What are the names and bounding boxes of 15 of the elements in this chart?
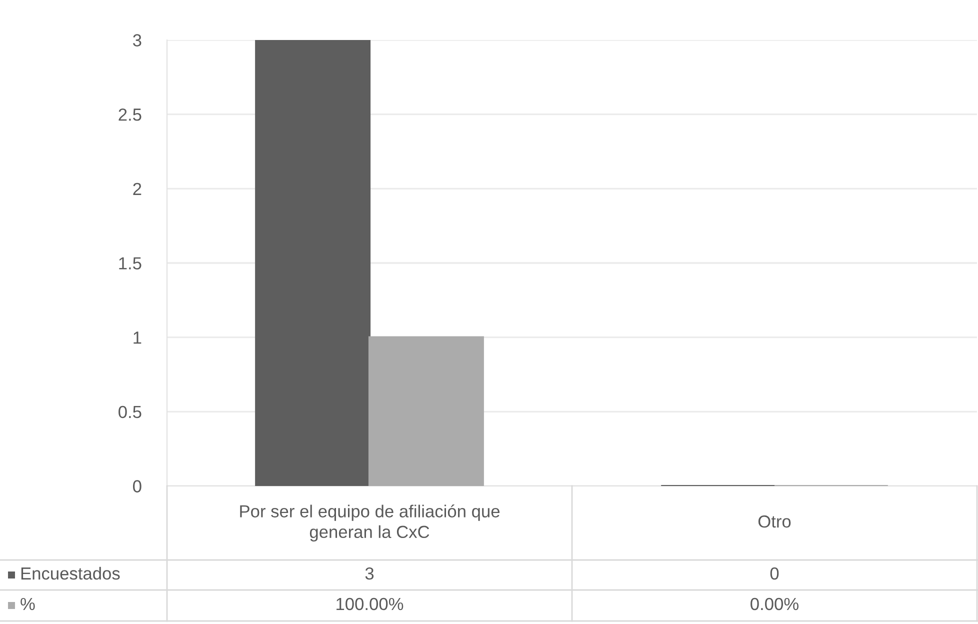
y-tick-label: 3 bbox=[133, 34, 142, 46]
y-tick-label: 0.5 bbox=[118, 406, 142, 418]
x-tick-label: Otro bbox=[758, 515, 791, 528]
legend-label: % bbox=[20, 598, 35, 610]
y-tick-label: 2 bbox=[133, 182, 142, 195]
data-label: 0 bbox=[770, 567, 779, 580]
y-tick-label: 2.5 bbox=[118, 108, 142, 121]
legend-label: Encuestados bbox=[21, 566, 120, 580]
y-tick-label: 1 bbox=[134, 332, 142, 344]
data-label: 100.00% bbox=[336, 598, 404, 610]
y-tick-label: 1.5 bbox=[119, 257, 142, 270]
x-tick-label: Por ser el equipo de afiliación que generan la CxC bbox=[240, 504, 500, 542]
data-label: 3 bbox=[365, 567, 374, 580]
data-label: 0.00% bbox=[750, 598, 798, 610]
y-tick-label: 0 bbox=[133, 480, 142, 492]
